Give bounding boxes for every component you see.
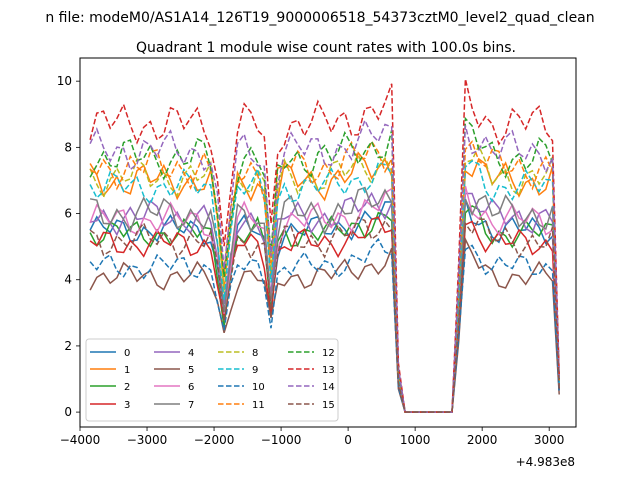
series-line-15 (89, 216, 560, 413)
x-tick-label: 1000 (400, 433, 431, 447)
series-line-13 (89, 78, 560, 413)
legend-label-7: 7 (188, 400, 194, 411)
series-line-12 (89, 116, 560, 413)
legend-label-1: 1 (124, 365, 130, 376)
figure-suptitle: n file: modeM0/AS1A14_126T19_9000006518_… (45, 10, 594, 26)
x-tick-label: −3000 (127, 433, 168, 447)
y-tick-label: 10 (57, 74, 72, 88)
legend-label-5: 5 (188, 365, 194, 376)
y-axis: 0 2 4 6 8 10 (57, 74, 80, 419)
x-tick-label: −2000 (194, 433, 235, 447)
series-line-2 (89, 204, 560, 413)
legend-label-12: 12 (322, 348, 335, 359)
series-line-6 (89, 185, 560, 413)
y-tick-label: 2 (64, 339, 72, 353)
plot-frame (79, 57, 577, 428)
series-line-4 (89, 191, 560, 413)
x-tick-label: 0 (344, 433, 352, 447)
y-tick-label: 0 (64, 405, 72, 419)
series-line-5 (89, 236, 560, 413)
y-tick-label: 8 (64, 140, 72, 154)
legend-label-2: 2 (124, 382, 130, 393)
legend-label-3: 3 (124, 400, 130, 411)
x-offset-label: +4.983e8 (516, 455, 575, 469)
series-line-7 (89, 186, 560, 413)
series-line-11 (89, 139, 560, 413)
series-line-3 (89, 216, 560, 413)
chart-title: Quadrant 1 module wise count rates with … (136, 40, 516, 56)
series-line-10 (89, 237, 560, 413)
series-line-14 (89, 118, 560, 413)
legend-label-15: 15 (322, 400, 335, 411)
legend-frame (85, 338, 339, 422)
legend-label-9: 9 (252, 365, 258, 376)
y-tick-label: 6 (64, 207, 72, 221)
legend-label-13: 13 (322, 365, 335, 376)
legend-label-6: 6 (188, 382, 194, 393)
x-tick-label: 3000 (534, 433, 565, 447)
legend-label-11: 11 (252, 400, 265, 411)
series-line-9 (89, 160, 560, 413)
legend-label-0: 0 (124, 348, 130, 359)
y-tick-label: 4 (64, 273, 72, 287)
legend-label-14: 14 (322, 382, 335, 393)
legend-label-8: 8 (252, 348, 258, 359)
legend-label-10: 10 (252, 382, 265, 393)
x-tick-label: 2000 (467, 433, 498, 447)
x-axis: −4000 −3000 −2000 −1000 0 1000 2000 3000 (60, 427, 565, 447)
series-lines (89, 78, 560, 413)
x-tick-label: −4000 (60, 433, 101, 447)
legend-label-4: 4 (188, 348, 194, 359)
series-line-8 (89, 144, 560, 413)
x-tick-label: −1000 (261, 433, 302, 447)
